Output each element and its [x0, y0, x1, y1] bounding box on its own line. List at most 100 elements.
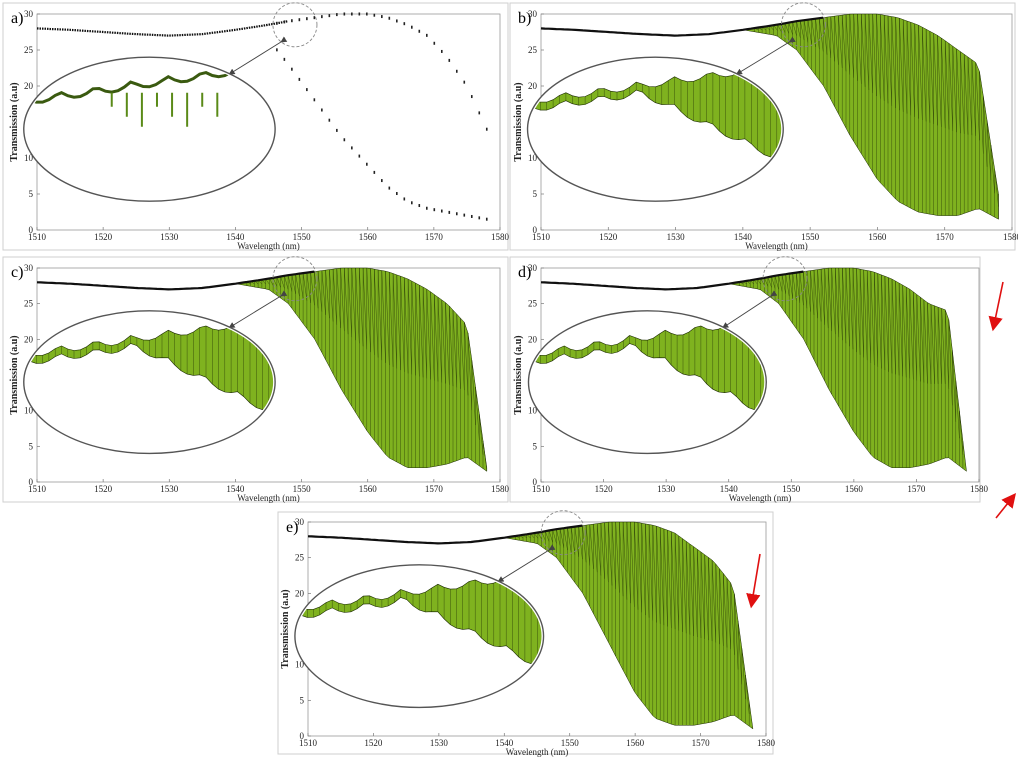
data-point	[418, 204, 421, 208]
data-point	[358, 154, 361, 158]
x-tick-label: 1530	[657, 484, 676, 494]
y-tick-label: 30	[24, 9, 34, 19]
x-tick-label: 1540	[226, 484, 245, 494]
y-tick-label: 25	[24, 45, 34, 55]
data-point	[351, 146, 353, 150]
inset-mesh	[530, 314, 765, 410]
series-baseline	[540, 16, 824, 37]
data-point	[411, 201, 413, 205]
zoom-arrow	[497, 544, 556, 583]
data-point	[448, 58, 451, 62]
data-point	[283, 57, 286, 61]
x-tick-label: 1520	[94, 484, 113, 494]
data-point	[343, 12, 346, 16]
zoom-arrow	[735, 36, 796, 75]
data-point	[291, 19, 293, 23]
zoom-circle	[540, 510, 586, 556]
y-axis-label: Transmission (a.u)	[280, 589, 291, 668]
x-tick-label: 1510	[28, 232, 47, 242]
data-point	[485, 127, 488, 131]
inset-zoom	[296, 567, 542, 665]
y-tick-label: 25	[295, 553, 305, 563]
data-point	[321, 108, 323, 112]
chart-panel-3: 1510152015301540155015601570158005101520…	[2, 256, 510, 503]
data-point	[298, 18, 301, 22]
y-axis-label: Transmission (a.u)	[513, 335, 524, 414]
data-point	[381, 15, 383, 19]
data-point	[358, 12, 361, 16]
zoom-circle	[272, 256, 318, 302]
data-point	[366, 12, 368, 16]
data-point	[373, 13, 376, 17]
data-point	[433, 208, 436, 212]
series-mesh	[754, 13, 999, 220]
y-tick-label: 20	[24, 334, 34, 344]
data-point	[433, 41, 436, 45]
x-tick-label: 1560	[359, 232, 378, 242]
y-axis-label: Transmission (a.u)	[9, 335, 20, 414]
data-point	[388, 186, 391, 190]
y-tick-label: 5	[29, 189, 34, 199]
y-tick-label: 30	[528, 9, 538, 19]
x-tick-label: 1580	[491, 484, 510, 494]
y-tick-label: 25	[528, 45, 538, 55]
y-tick-label: 10	[528, 153, 538, 163]
x-tick-label: 1520	[595, 484, 614, 494]
data-point	[403, 22, 406, 26]
x-axis-label: Wavelength (nm)	[745, 241, 808, 251]
data-point	[426, 206, 428, 210]
y-tick-label: 20	[528, 334, 538, 344]
data-point	[276, 48, 278, 52]
data-point	[336, 128, 338, 132]
series-baseline	[36, 20, 289, 37]
data-point	[328, 118, 331, 122]
x-axis-label: Wavelength (nm)	[729, 493, 792, 503]
chart-panel-4: 1510152015301540155015601570158005101520…	[509, 256, 1016, 519]
chart-panel-5: 1510152015301540155015601570158005101520…	[277, 510, 776, 757]
x-tick-label: 1550	[561, 738, 580, 748]
inset-zoom	[25, 313, 274, 411]
y-tick-label: 10	[295, 660, 305, 670]
x-tick-label: 1560	[868, 232, 887, 242]
inset-mesh	[296, 568, 542, 664]
y-tick-label: 5	[300, 695, 305, 705]
data-point	[440, 209, 443, 213]
data-point	[291, 67, 293, 71]
x-tick-label: 1550	[801, 232, 820, 242]
data-point	[463, 80, 466, 84]
x-tick-label: 1530	[160, 232, 179, 242]
series-baseline	[540, 270, 804, 291]
y-tick-label: 20	[295, 588, 305, 598]
x-tick-label: 1510	[532, 232, 551, 242]
x-tick-label: 1520	[599, 232, 618, 242]
x-tick-label: 1550	[293, 232, 312, 242]
y-tick-label: 0	[29, 477, 34, 487]
series-mesh	[246, 267, 488, 472]
x-tick-label: 1540	[495, 738, 514, 748]
data-point	[463, 213, 466, 217]
data-point	[418, 29, 421, 33]
y-tick-label: 30	[528, 263, 538, 273]
panel-letter: a)	[11, 10, 23, 27]
data-point	[426, 33, 428, 37]
data-point	[455, 69, 458, 73]
data-point	[298, 77, 301, 81]
x-tick-label: 1530	[667, 232, 686, 242]
panel-letter: d)	[518, 264, 531, 281]
data-point	[478, 111, 481, 115]
x-tick-label: 1550	[293, 484, 312, 494]
x-tick-label: 1580	[970, 484, 989, 494]
y-tick-label: 0	[29, 225, 34, 235]
x-tick-label: 1550	[782, 484, 801, 494]
data-point	[411, 25, 413, 29]
data-point	[440, 49, 443, 53]
data-point	[276, 21, 278, 25]
x-tick-label: 1560	[626, 738, 645, 748]
x-tick-label: 1510	[532, 484, 551, 494]
y-tick-label: 5	[533, 189, 538, 199]
y-tick-label: 5	[533, 441, 538, 451]
inset-zoom	[529, 60, 782, 158]
x-tick-label: 1570	[936, 232, 955, 242]
x-tick-label: 1570	[907, 484, 926, 494]
